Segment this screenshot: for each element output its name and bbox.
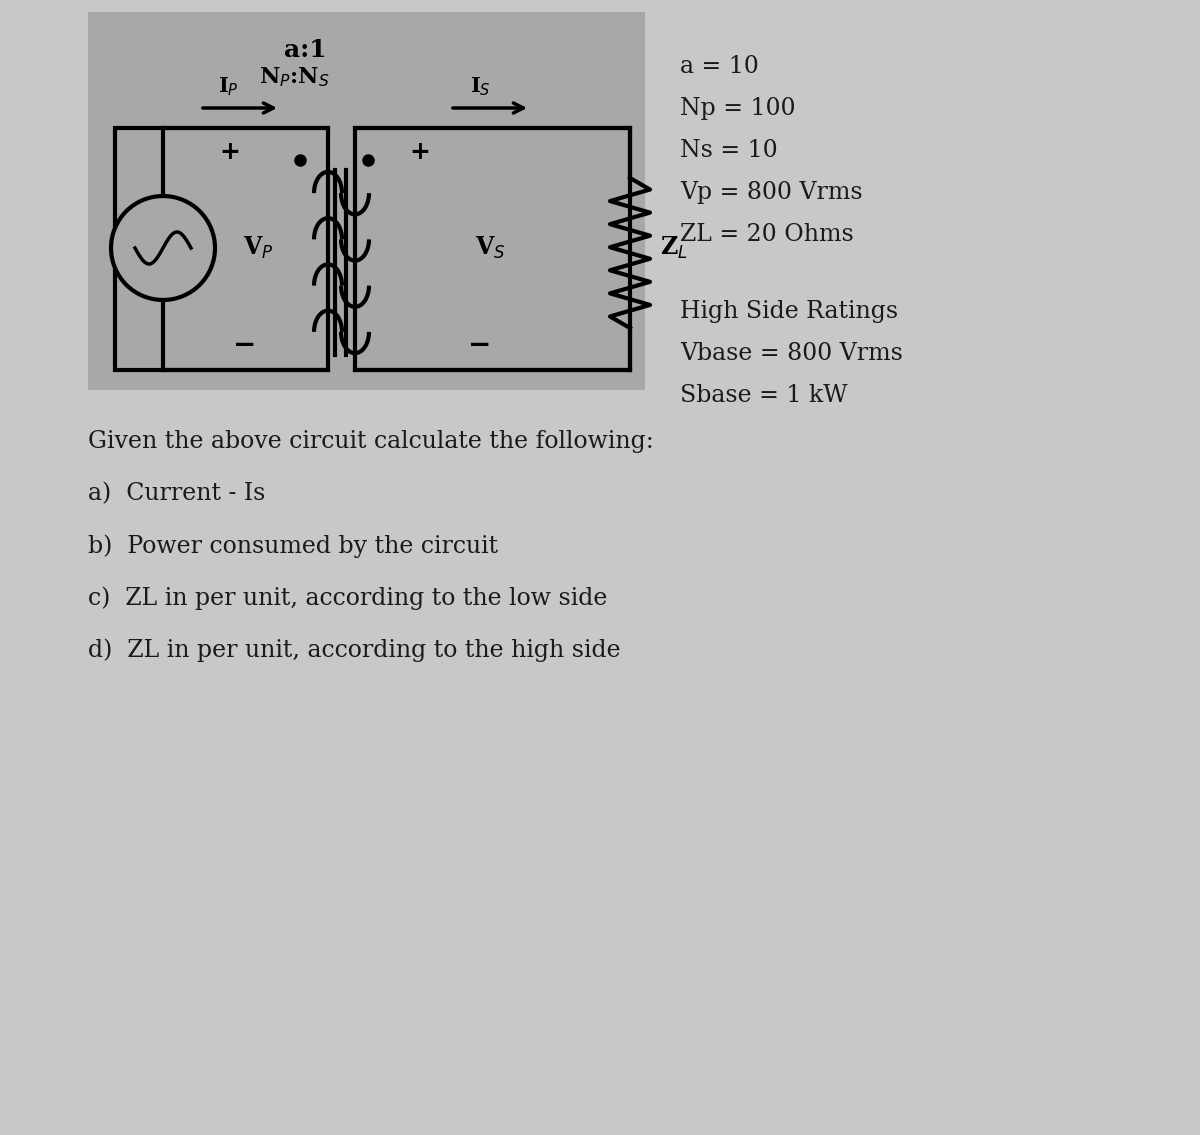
Text: Vbase = 800 Vrms: Vbase = 800 Vrms <box>680 342 902 365</box>
Text: V$_P$: V$_P$ <box>242 235 274 261</box>
Text: b)  Power consumed by the circuit: b) Power consumed by the circuit <box>88 533 498 557</box>
Text: c)  ZL in per unit, according to the low side: c) ZL in per unit, according to the low … <box>88 586 607 609</box>
Text: Z$_L$: Z$_L$ <box>660 235 688 261</box>
Text: V$_S$: V$_S$ <box>475 235 505 261</box>
Text: Given the above circuit calculate the following:: Given the above circuit calculate the fo… <box>88 430 654 453</box>
Text: I$_S$: I$_S$ <box>469 75 491 98</box>
Bar <box>88 12 646 390</box>
Text: ZL = 20 Ohms: ZL = 20 Ohms <box>680 222 853 246</box>
Text: a = 10: a = 10 <box>680 54 758 78</box>
Text: −: − <box>233 331 257 359</box>
Text: d)  ZL in per unit, according to the high side: d) ZL in per unit, according to the high… <box>88 638 620 662</box>
Text: +: + <box>409 140 431 163</box>
Text: Sbase = 1 kW: Sbase = 1 kW <box>680 384 847 407</box>
Text: I$_P$: I$_P$ <box>217 75 239 98</box>
Bar <box>355 128 630 370</box>
Text: Ns = 10: Ns = 10 <box>680 138 778 162</box>
Circle shape <box>112 196 215 300</box>
Text: a:1: a:1 <box>283 37 326 62</box>
Text: N$_P$:N$_S$: N$_P$:N$_S$ <box>259 65 329 89</box>
Text: a)  Current - Is: a) Current - Is <box>88 482 265 505</box>
Bar <box>115 128 328 370</box>
Text: Np = 100: Np = 100 <box>680 96 796 120</box>
Text: +: + <box>220 140 240 163</box>
Text: Vp = 800 Vrms: Vp = 800 Vrms <box>680 180 863 204</box>
Text: −: − <box>468 331 492 359</box>
Text: High Side Ratings: High Side Ratings <box>680 300 898 323</box>
